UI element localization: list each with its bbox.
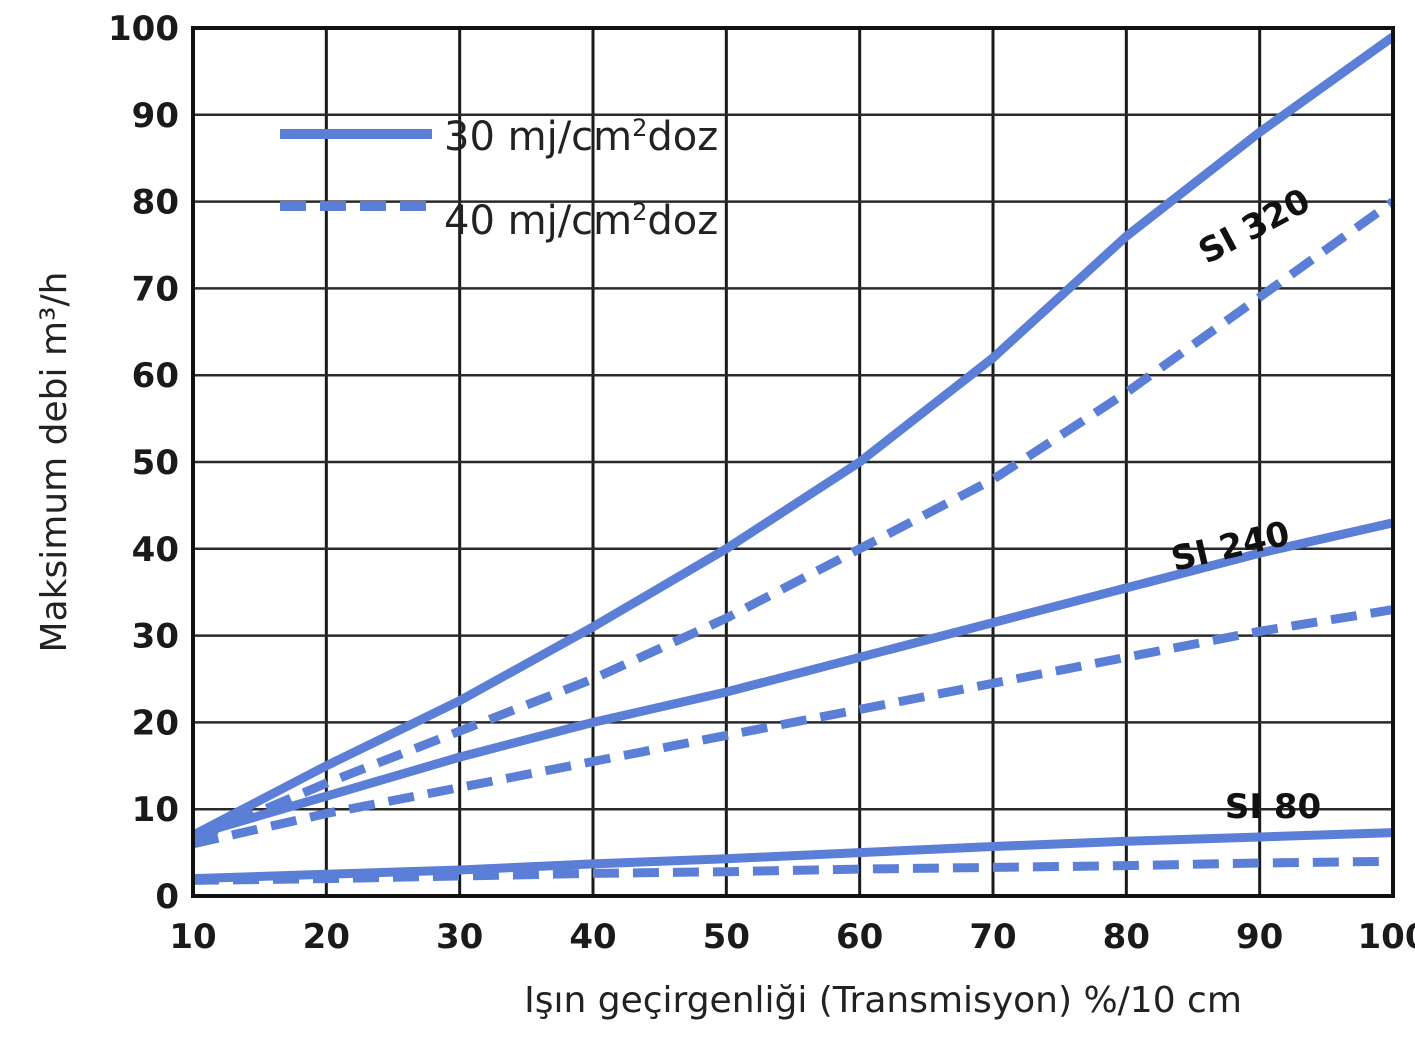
legend: 30 mj/cm2doz 40 mj/cm2doz	[280, 114, 718, 244]
x-tick-label: 50	[703, 917, 750, 957]
x-tick-label: 100	[1358, 917, 1415, 957]
y-tick-label: 10	[132, 790, 179, 830]
series-line-si320-dashed	[191, 197, 1396, 844]
legend-dashed-suffix: doz	[647, 198, 718, 244]
y-tick-label: 100	[108, 9, 179, 49]
y-tick-label: 30	[132, 617, 179, 657]
legend-solid-sup: 2	[632, 114, 647, 142]
series-label-si320: SI 320	[1192, 181, 1317, 273]
x-tick-label: 20	[303, 917, 350, 957]
x-axis-title: Işın geçirgenliği (Transmisyon) %/10 cm	[524, 980, 1242, 1021]
x-tick-label: 10	[169, 917, 216, 957]
series-lines	[190, 33, 1396, 885]
y-axis-title: Maksimum debi m³/h	[34, 272, 75, 653]
plot-frame	[191, 26, 1395, 898]
y-tick-label: 90	[132, 96, 179, 136]
series-line-si80-dashed	[192, 856, 1394, 885]
series-labels: SI 320 SI 240 SI 80	[1168, 181, 1322, 827]
y-tick-label: 80	[132, 183, 179, 223]
series-line-si80-solid	[192, 828, 1394, 884]
x-tick-label: 70	[969, 917, 1016, 957]
x-tick-label: 40	[569, 917, 616, 957]
tick-labels: 1020304050607080901000102030405060708090…	[108, 9, 1415, 957]
y-tick-label: 60	[132, 356, 179, 396]
y-tick-label: 40	[132, 530, 179, 570]
legend-solid-label: 30 mj/cm2doz	[444, 114, 718, 160]
x-tick-label: 90	[1236, 917, 1283, 957]
series-label-si240: SI 240	[1168, 514, 1294, 580]
x-tick-label: 80	[1103, 917, 1150, 957]
legend-dashed-label: 40 mj/cm2doz	[444, 198, 718, 244]
y-tick-label: 50	[132, 443, 179, 483]
series-label-si80: SI 80	[1225, 787, 1321, 827]
legend-dashed-sup: 2	[632, 198, 647, 226]
y-tick-label: 70	[132, 269, 179, 309]
series-line-si240-solid	[191, 518, 1394, 840]
series-line-si320-solid	[190, 33, 1396, 840]
y-tick-label: 20	[132, 703, 179, 743]
legend-dashed-prefix: 40 mj/cm	[444, 198, 632, 244]
y-tick-label: 0	[155, 877, 179, 917]
series-line-si240-dashed	[191, 605, 1394, 849]
legend-solid-prefix: 30 mj/cm	[444, 114, 632, 160]
legend-solid-suffix: doz	[647, 114, 718, 160]
x-tick-label: 60	[836, 917, 883, 957]
grid	[191, 26, 1395, 898]
x-tick-label: 30	[436, 917, 483, 957]
